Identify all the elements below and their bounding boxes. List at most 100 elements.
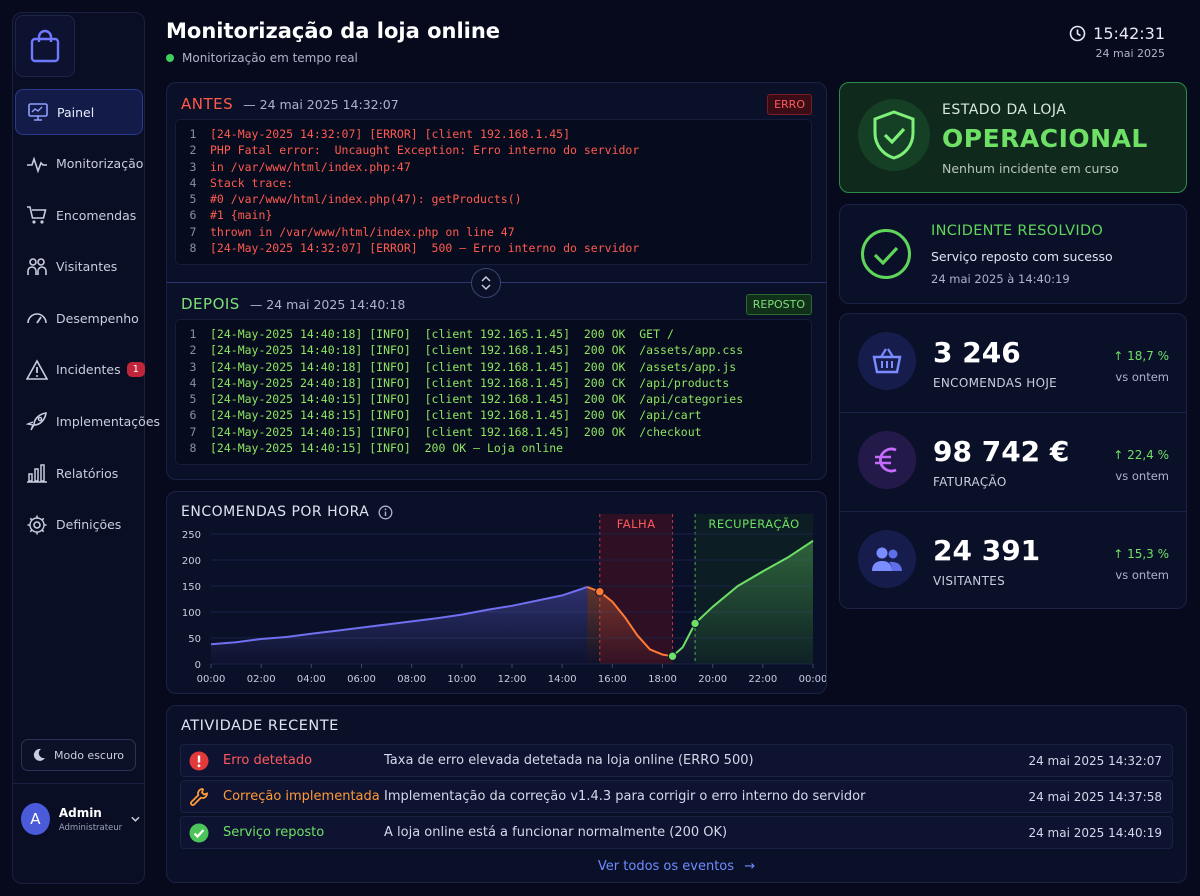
log-line: 2 [24-May-2025 14:40:18] [INFO] [client 1… — [176, 342, 811, 358]
activity-type: Erro detetado — [223, 753, 313, 768]
cart-icon — [27, 206, 47, 224]
log-line: 1 [24-May-2025 14:40:18] [INFO] [client 1… — [176, 326, 811, 342]
kpi-divider — [840, 511, 1186, 512]
view-all-events-link[interactable]: Ver todos os eventos → — [167, 859, 1186, 874]
users-icon — [27, 257, 47, 275]
log-line: 8 [24-May-2025 14:40:15] [INFO] 200 OK — … — [176, 440, 811, 456]
x-tick-label: 12:00 — [498, 674, 527, 685]
y-tick-label: 150 — [182, 582, 201, 593]
log-text: [24-May-2025 14:40:18] [INFO] [client 19… — [210, 327, 674, 341]
sidebar-item-visitantes[interactable]: Visitantes — [15, 244, 143, 290]
activity-row[interactable]: Serviço reposto A loja online está a fun… — [180, 816, 1173, 849]
x-tick-label: 06:00 — [347, 674, 376, 685]
activity-time: 24 mai 2025 14:32:07 — [1028, 753, 1162, 768]
dark-mode-toggle[interactable]: Modo escuro — [21, 739, 136, 771]
incident-count-badge: 1 — [126, 362, 145, 378]
sidebar-divider — [13, 783, 144, 784]
kpi-delta: ↑ 22,4 % — [1113, 448, 1169, 462]
gauge-icon — [27, 313, 47, 324]
data-point-marker — [667, 651, 678, 661]
log-text: [24-May-2025 14:40:15] [INFO] [client 19… — [210, 392, 744, 407]
sidebar-item-label: Painel — [57, 104, 95, 120]
log-text: [24-May-2025 24:40:18] [INFO] [client 19… — [210, 375, 730, 390]
kpi-label: VISITANTES — [933, 574, 1006, 588]
clock-icon — [1069, 25, 1086, 42]
activity-title: ATIVIDADE RECENTE — [181, 718, 339, 734]
warning-icon — [26, 359, 48, 380]
avatar: A — [21, 803, 50, 835]
compare-toggle-button[interactable] — [471, 268, 501, 298]
recent-activity-panel: ATIVIDADE RECENTE Erro detetado Taxa de … — [166, 705, 1187, 883]
chevron-down-icon[interactable] — [130, 813, 141, 825]
log-text: [24-May-2025 14:40:18] [INFO] [client 19… — [210, 343, 744, 358]
y-tick-label: 100 — [182, 608, 201, 619]
sidebar-item-definicoes[interactable]: Definições — [15, 502, 143, 548]
info-icon[interactable] — [378, 505, 393, 520]
bar-chart-icon — [27, 464, 47, 483]
log-text: #1 {main} — [210, 208, 273, 223]
shield-check-icon — [873, 110, 915, 160]
user-menu[interactable]: A Admin Administrateur — [21, 799, 141, 839]
sidebar-item-painel[interactable]: Painel — [15, 89, 143, 135]
before-log-block: 1 [24-May-2025 14:32:07] [ERROR] [client … — [175, 119, 812, 265]
sidebar-item-monitorizacao[interactable]: Monitorização — [15, 141, 143, 187]
view-all-events-text: Ver todos os eventos — [597, 859, 735, 874]
activity-type: Correção implementada — [223, 789, 380, 804]
line-number: 2 — [189, 143, 197, 158]
sidebar-item-desempenho[interactable]: Desempenho — [15, 295, 143, 341]
x-tick-label: 02:00 — [247, 674, 276, 685]
status-value: OPERACIONAL — [942, 124, 1148, 153]
gear-icon — [27, 515, 47, 535]
log-line: 7 [24-May-2025 14:40:15] [INFO] [client 1… — [176, 424, 811, 440]
clock-time: 15:42:31 — [1093, 24, 1165, 43]
activity-description: Implementação da correção v1.4.3 para co… — [384, 789, 866, 804]
resolved-subtext: Serviço reposto com sucesso — [931, 249, 1113, 264]
kpi-revenue: 98 742 € FATURAÇÃO ↑ 22,4 % vs ontem — [840, 413, 1186, 511]
kpi-value: 3 246 — [933, 336, 1021, 369]
line-number: 8 — [189, 441, 197, 456]
shop-logo[interactable] — [15, 15, 75, 77]
user-role: Administrateur — [58, 822, 123, 833]
kpi-divider — [840, 412, 1186, 413]
log-line: 5 [24-May-2025 14:40:15] [INFO] [client 1… — [176, 391, 811, 407]
log-text: [24-May-2025 14:40:15] [INFO] [client 19… — [210, 424, 702, 439]
log-line: 7 thrown in /var/www/html/index.php on li… — [176, 224, 811, 240]
log-line: 1 [24-May-2025 14:32:07] [ERROR] [client … — [176, 126, 811, 142]
sidebar-item-encomendas[interactable]: Encomendas — [15, 192, 143, 238]
before-label: ANTES — [181, 95, 234, 113]
kpi-delta: ↑ 15,3 % — [1113, 547, 1169, 561]
y-tick-label: 50 — [188, 634, 201, 645]
sidebar-item-label: Visitantes — [56, 259, 118, 275]
line-number: 3 — [189, 159, 197, 174]
sidebar-item-relatorios[interactable]: Relatórios — [15, 450, 143, 496]
y-tick-label: 0 — [195, 660, 201, 671]
error-tag: ERRO — [767, 94, 812, 115]
after-log-block: 1 [24-May-2025 14:40:18] [INFO] [client 1… — [175, 319, 812, 465]
log-line: 4 [24-May-2025 24:40:18] [INFO] [client 1… — [176, 375, 811, 391]
basket-icon — [872, 348, 902, 374]
incident-resolved-card: INCIDENTE RESOLVIDO Serviço reposto com … — [839, 204, 1187, 304]
x-tick-label: 00:00 — [197, 674, 226, 685]
line-number: 6 — [189, 208, 197, 223]
sidebar: Painel Monitorização Encomendas Visitant… — [12, 12, 160, 884]
kpi-vs: vs ontem — [1115, 469, 1169, 483]
annotation-label: RECUPERAÇÃO — [708, 516, 799, 531]
annotation-label: FALHA — [617, 517, 656, 531]
kpi-icon-wrap — [858, 332, 916, 390]
activity-row[interactable]: Correção implementada Implementação da c… — [180, 780, 1173, 813]
x-tick-label: 04:00 — [297, 674, 326, 685]
line-number: 2 — [189, 343, 197, 358]
log-line: 5 #0 /var/www/html/index.php(47): getProd… — [176, 191, 811, 207]
kpi-label: FATURAÇÃO — [933, 475, 1007, 489]
sidebar-item-implementacoes[interactable]: Implementações — [15, 399, 160, 445]
sidebar-nav: Painel Monitorização Encomendas Visitant… — [15, 89, 160, 553]
y-tick-label: 200 — [182, 556, 201, 567]
line-number: 4 — [189, 375, 197, 390]
activity-row[interactable]: Erro detetado Taxa de erro elevada detet… — [180, 744, 1173, 777]
sidebar-item-incidentes[interactable]: Incidentes 1 — [15, 347, 145, 393]
log-text: thrown in /var/www/html/index.php on lin… — [210, 224, 515, 239]
x-tick-label: 00:00 — [799, 674, 826, 685]
line-number: 4 — [189, 175, 197, 190]
log-text: [24-May-2025 14:48:15] [INFO] [client 19… — [210, 408, 702, 423]
kpi-value: 24 391 — [933, 534, 1041, 567]
